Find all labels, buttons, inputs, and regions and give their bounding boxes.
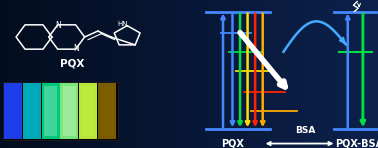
Bar (63, 86, 76, 136)
Text: PQX: PQX (221, 139, 244, 148)
Bar (4, 83, 22, 139)
Text: N: N (55, 21, 60, 30)
Text: PQX: PQX (60, 59, 84, 69)
Bar (23, 83, 41, 139)
Bar (79, 83, 98, 139)
FancyBboxPatch shape (3, 82, 118, 140)
Bar (25, 86, 38, 136)
Bar (82, 86, 94, 136)
Text: BSA: BSA (295, 126, 315, 135)
Bar (44, 86, 57, 136)
Bar (101, 86, 113, 136)
Bar (98, 83, 116, 139)
Text: HN: HN (118, 21, 128, 27)
Bar (60, 83, 79, 139)
Text: N: N (73, 44, 79, 53)
Bar (6, 86, 19, 136)
Text: PQX-BSA: PQX-BSA (335, 139, 378, 148)
Bar (42, 83, 59, 139)
